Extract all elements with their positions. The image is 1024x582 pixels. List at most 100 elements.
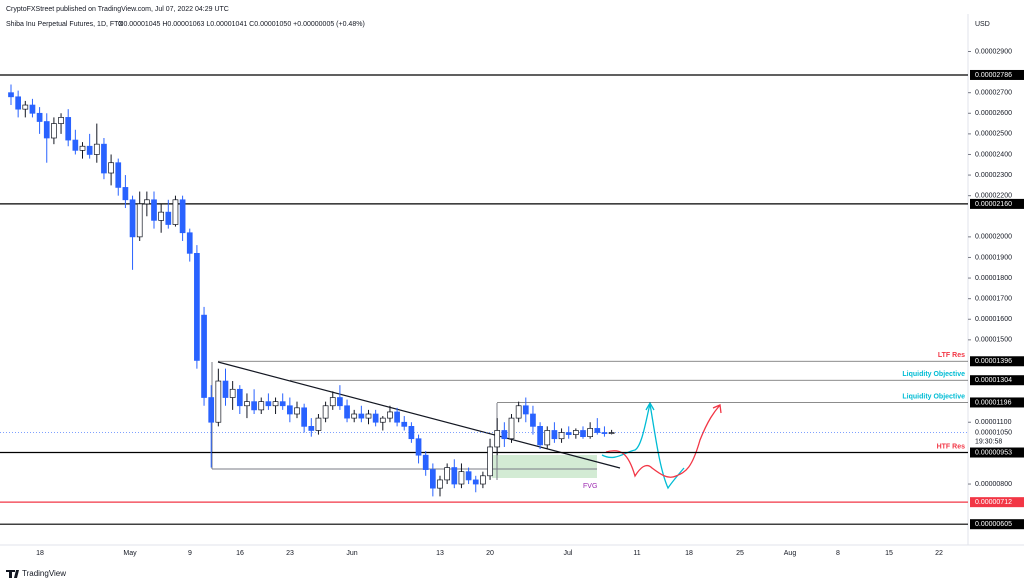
last-price-label: 0.00001050 — [975, 429, 1012, 436]
candles — [8, 84, 615, 497]
x-tick-label: 23 — [286, 550, 294, 557]
x-tick-label: 16 — [236, 550, 244, 557]
candle-body — [136, 203, 143, 238]
candle-body — [537, 426, 543, 446]
candle-body — [558, 432, 565, 440]
candle-body — [265, 401, 272, 407]
candle-body — [29, 104, 36, 114]
candle-body — [458, 471, 465, 485]
projection-arrow — [645, 401, 655, 411]
candle-body — [222, 380, 229, 398]
candle-body — [215, 380, 222, 423]
candle-body — [430, 469, 436, 489]
candle-body — [465, 471, 472, 481]
candle-body — [201, 314, 207, 398]
candle-body — [551, 430, 558, 440]
level-tag — [970, 69, 1024, 80]
candle-body — [379, 417, 386, 423]
trendline — [217, 361, 621, 469]
candle-body — [172, 199, 179, 225]
x-tick-label: 15 — [885, 550, 893, 557]
level-text: LTF Res — [938, 352, 965, 359]
level-tag-label: 0.00001304 — [975, 377, 1012, 384]
x-tick-label: 25 — [736, 550, 744, 557]
candle-body — [258, 401, 265, 411]
countdown: 19:30:58 — [975, 438, 1002, 445]
y-tick-label: 0.00001700 — [975, 295, 1012, 302]
x-tick-label: Aug — [784, 550, 797, 557]
fvg-box — [492, 455, 597, 478]
footer-logo — [6, 570, 19, 578]
candle-body — [315, 417, 322, 431]
y-tick-label: 0.00002900 — [975, 48, 1012, 55]
candle-body — [22, 104, 29, 110]
candle-body — [608, 432, 615, 434]
candle-body — [93, 143, 100, 155]
level-text: Liquidity Objective — [902, 371, 965, 378]
candle-body — [329, 397, 336, 407]
candle-body — [522, 405, 529, 415]
candle-body — [437, 479, 443, 489]
candle-body — [58, 117, 64, 124]
candle-body — [472, 479, 479, 485]
level-tag-label: 0.00002160 — [975, 201, 1012, 208]
candle-body — [444, 467, 450, 481]
candle-body — [108, 162, 114, 174]
axes: 0.00002900 0.00002700 0.00002600 0.00002500… — [36, 48, 1024, 557]
candle-body — [422, 454, 429, 470]
level-tag — [970, 447, 1024, 458]
y-tick-label: 0.00002300 — [975, 172, 1012, 179]
candle-body — [179, 199, 186, 234]
y-tick-label: 0.00002000 — [975, 234, 1012, 241]
level-tag-label: 0.00000712 — [975, 499, 1012, 506]
x-tick-label: Jun — [346, 550, 357, 557]
projection-red — [605, 404, 721, 478]
y-tick-label: 0.00002200 — [975, 193, 1012, 200]
candle-body — [208, 397, 215, 423]
candle-body — [294, 407, 300, 415]
level-tag — [970, 198, 1024, 209]
level-text: HTF Res — [937, 443, 966, 450]
candle-body — [487, 446, 493, 477]
candle-body — [165, 211, 172, 225]
candle-body — [401, 421, 408, 427]
level-tag-label: 0.00000953 — [975, 449, 1012, 456]
candle-body — [86, 145, 93, 155]
candle-body — [530, 413, 536, 427]
candle-body — [372, 413, 379, 423]
x-tick-label: 18 — [685, 550, 693, 557]
candle-body — [572, 430, 579, 435]
candle-body — [8, 92, 14, 98]
level-tag-label: 0.00002786 — [975, 72, 1012, 79]
fvg-label: FVG — [583, 483, 597, 490]
candle-body — [236, 388, 243, 407]
candle-body — [415, 438, 422, 456]
level-tag — [970, 375, 1024, 386]
candle-body — [365, 413, 372, 419]
level-tag-label: 0.00001396 — [975, 358, 1012, 365]
y-tick-label: 0.00002500 — [975, 131, 1012, 138]
candle-body — [601, 432, 608, 434]
candle-body — [344, 405, 350, 419]
candle-body — [101, 143, 107, 174]
candle-body — [515, 405, 522, 419]
candle-body — [251, 401, 257, 411]
y-tick-label: 0.00001100 — [975, 419, 1012, 426]
y-tick-label: 0.00002400 — [975, 151, 1012, 158]
y-tick-label: 0.00001600 — [975, 316, 1012, 323]
candle-body — [151, 199, 157, 221]
level-tag — [970, 356, 1024, 367]
y-tick-label: 0.00002600 — [975, 110, 1012, 117]
ohlc-summary: O0.00001045 H0.00001063 L0.00001041 C0.0… — [118, 21, 365, 28]
y-tick-label: 0.00002700 — [975, 90, 1012, 97]
x-tick-label: 11 — [633, 550, 640, 557]
candle-body — [387, 411, 393, 419]
level-tag — [970, 497, 1024, 508]
candle-body — [194, 252, 200, 361]
candle-body — [351, 413, 358, 419]
candle-body — [43, 121, 50, 139]
candle-body — [594, 428, 601, 433]
candle-body — [144, 199, 150, 205]
